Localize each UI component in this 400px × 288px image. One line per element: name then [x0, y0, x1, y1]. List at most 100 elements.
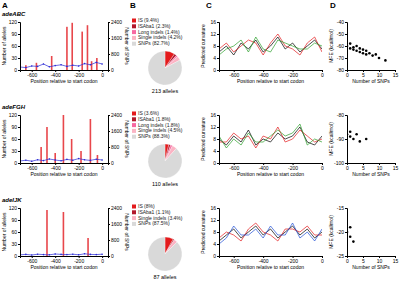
x-axis: -600-400-2000 [220, 256, 325, 264]
tick: 4 [213, 55, 219, 61]
marker [101, 253, 103, 255]
tick-label: 0 [213, 67, 216, 73]
tick-label: 0 [213, 160, 216, 166]
chart-title: adeABC [2, 11, 26, 17]
tick-label: 1600 [111, 35, 122, 41]
point [362, 52, 365, 55]
point [365, 50, 368, 53]
tick: 120 [9, 19, 20, 25]
tick: -80 [337, 112, 347, 118]
x-axis-title: Position relative to start codon [237, 78, 304, 84]
tick-label: -200 [288, 72, 298, 78]
slice [148, 144, 182, 178]
chart: 051015-100-90-80Number of SNPsMFE (kcal/… [328, 112, 398, 177]
tick-label: -60 [337, 43, 344, 49]
tick: -600 [229, 70, 239, 78]
marker [101, 159, 103, 161]
tick-mark [108, 163, 110, 164]
bar [54, 153, 56, 163]
marker [43, 63, 45, 65]
legend-swatch [132, 205, 136, 209]
tick: 800 [108, 51, 120, 57]
y-axis: -100-90-80 [334, 112, 348, 166]
tick-label: -400 [259, 165, 269, 171]
marker [72, 159, 74, 161]
y-axis-title: MFE (kcal/mol) [328, 29, 334, 63]
tick-label: -400 [51, 165, 61, 171]
tick: 10 [377, 256, 383, 264]
tick-label: -200 [288, 165, 298, 171]
tick: 15 [393, 70, 399, 78]
tick: 5 [362, 70, 365, 78]
marker [31, 65, 33, 67]
figure: ABCD-600-400-20000306090120080016002400a… [0, 0, 400, 288]
bar [51, 56, 53, 70]
tick-label: 2400 [111, 112, 122, 118]
tick-label: 800 [111, 51, 120, 57]
point [362, 48, 365, 51]
tick: 0 [213, 160, 219, 166]
marker [101, 63, 103, 65]
y-axis-title: Predicted curvature [200, 210, 206, 254]
tick-label: 30 [11, 148, 17, 154]
tick-mark [18, 127, 20, 128]
tick: 15 [393, 256, 399, 264]
marker [78, 254, 80, 256]
axis-line [109, 209, 111, 257]
tick-label: 0 [101, 165, 104, 171]
point [368, 52, 371, 55]
x-axis: 0 5 10 15 [346, 70, 398, 78]
tick-mark [18, 244, 20, 245]
tick: 12 [210, 31, 219, 37]
marker [37, 253, 39, 255]
tick: 1600 [108, 35, 122, 41]
tick-mark [217, 139, 219, 140]
plot-area [20, 115, 103, 163]
slice-label: SNPs (87.5%) [138, 220, 170, 226]
marker [31, 160, 33, 162]
tick-mark [108, 131, 110, 132]
panel-label: D [330, 1, 336, 10]
tick: -20 [337, 229, 347, 235]
tick: 60 [11, 229, 20, 235]
axis-line [18, 116, 21, 164]
tick: -400 [51, 256, 61, 264]
marker [95, 62, 97, 64]
tick-label: 0 [101, 72, 104, 78]
tick: 10 [377, 70, 383, 78]
legend-swatch [132, 117, 136, 121]
x-axis-title: Position relative to start codon [31, 264, 98, 270]
tick-label: 0 [101, 258, 104, 264]
axis-line [18, 23, 21, 71]
legend-swatch [132, 123, 136, 127]
tick-label: -400 [259, 72, 269, 78]
bar [87, 238, 89, 256]
pie [148, 237, 182, 271]
tick: -200 [288, 256, 298, 264]
panel-label: A [2, 1, 8, 10]
point [359, 51, 362, 54]
tick: -400 [259, 163, 269, 171]
axis-line [109, 23, 111, 71]
tick-label: -90 [337, 136, 344, 142]
tick-label: 800 [111, 237, 120, 243]
tick-label: 0 [346, 72, 349, 78]
point [349, 135, 352, 138]
tick-mark [217, 34, 219, 35]
legend-swatch [132, 24, 136, 28]
tick: 0 [346, 256, 349, 264]
axis-line [217, 23, 220, 71]
chart-title: 213 alleles [152, 88, 179, 94]
axis-line [217, 209, 220, 257]
tick-mark [18, 70, 20, 71]
tick: 16 [210, 205, 219, 211]
tick: -200 [288, 163, 298, 171]
tick-label: 10 [377, 165, 383, 171]
point [378, 57, 381, 60]
tick-label: 60 [11, 229, 17, 235]
marker [60, 160, 62, 162]
point [352, 46, 355, 49]
y-axis: 0481216 [210, 205, 219, 259]
axis-line [18, 209, 21, 257]
marker [66, 66, 68, 68]
